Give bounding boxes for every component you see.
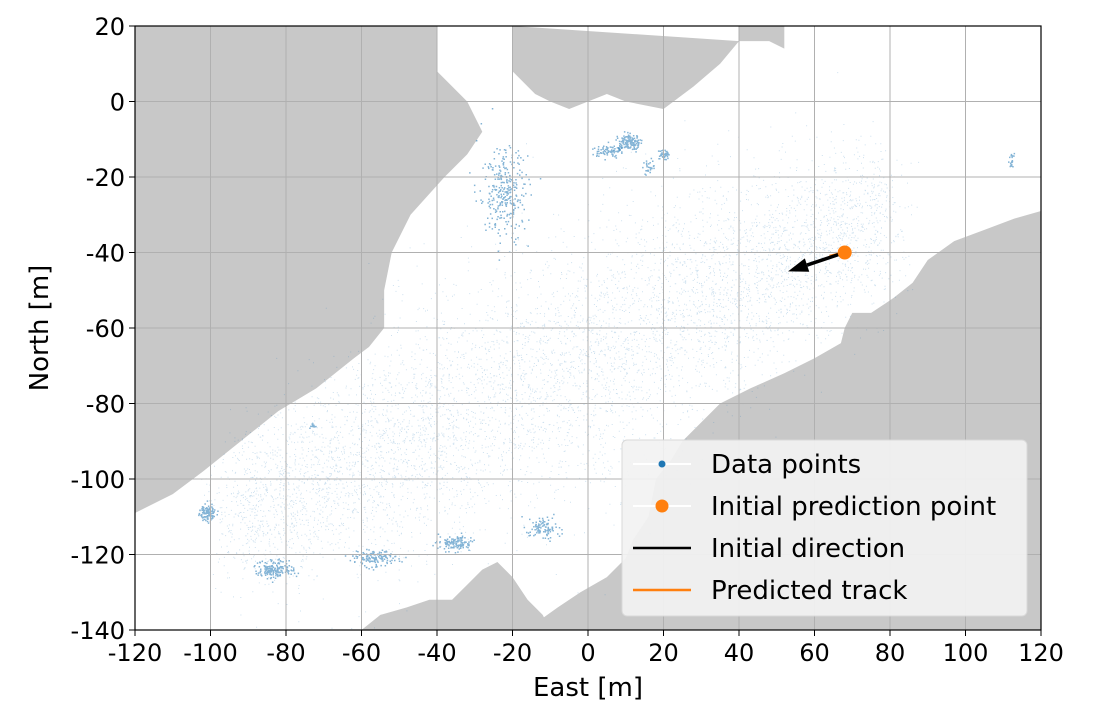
- y-tick-label: -120: [71, 542, 125, 570]
- y-tick-label: -80: [86, 391, 125, 419]
- y-tick-label: -140: [71, 617, 125, 645]
- ticks-layer: -120 -100 -80 -60 -40 -20 0 20 40 60 80 100 120 20 0 -2…: [71, 13, 1064, 667]
- legend: Data points Initial prediction point Initi…: [621, 439, 1028, 617]
- y-tick-label: -100: [71, 466, 125, 494]
- legend-box: [621, 439, 1028, 617]
- data-points-cluster-8: [432, 532, 475, 554]
- x-tick-label: 0: [580, 639, 595, 667]
- y-tick-label: -60: [86, 315, 125, 343]
- land-region-2: [512, 26, 739, 110]
- data-points-cluster-1: [613, 131, 643, 153]
- data-points-cluster-0: [469, 107, 542, 261]
- data-points-cluster-4: [642, 157, 655, 176]
- x-tick-label: -120: [108, 639, 162, 667]
- data-points-layer: [198, 72, 1016, 630]
- data-points-cluster-9: [521, 513, 563, 543]
- x-tick-label: -40: [417, 639, 456, 667]
- x-tick-label: -60: [342, 639, 381, 667]
- x-tick-label: 60: [799, 639, 830, 667]
- legend-swatch-initial-point: [655, 499, 669, 513]
- y-tick-label: -20: [86, 164, 125, 192]
- legend-entries: Data points Initial prediction point Initi…: [633, 450, 996, 606]
- y-tick-label: 0: [110, 89, 125, 117]
- data-points-cluster-10: [309, 423, 317, 430]
- land-region-1: [512, 26, 785, 49]
- y-tick-label: 20: [94, 13, 125, 41]
- initial-prediction-point: [837, 245, 852, 260]
- land-region-0: [135, 26, 483, 513]
- data-points-cluster-2: [592, 141, 623, 161]
- data-points-cluster-11: [1008, 152, 1016, 168]
- x-tick-label: 100: [943, 639, 989, 667]
- legend-swatch-data-points: [658, 460, 666, 468]
- x-tick-label: -20: [493, 639, 532, 667]
- x-tick-label: -100: [183, 639, 237, 667]
- x-tick-label: 80: [875, 639, 906, 667]
- legend-label: Predicted track: [711, 576, 908, 606]
- legend-label: Initial prediction point: [711, 492, 996, 522]
- x-tick-label: 20: [648, 639, 679, 667]
- x-tick-label: 120: [1018, 639, 1064, 667]
- data-points-cluster-6: [253, 558, 300, 584]
- legend-label: Data points: [711, 450, 861, 480]
- y-axis-label: North [m]: [25, 265, 55, 392]
- x-axis-label: East [m]: [533, 673, 643, 703]
- initial-direction-arrowhead: [788, 258, 810, 272]
- land-region-4: [361, 562, 551, 630]
- y-tick-label: -40: [86, 240, 125, 268]
- x-tick-label: 40: [724, 639, 755, 667]
- legend-label: Initial direction: [711, 534, 905, 564]
- x-tick-label: -80: [266, 639, 305, 667]
- track-layer: [788, 245, 852, 272]
